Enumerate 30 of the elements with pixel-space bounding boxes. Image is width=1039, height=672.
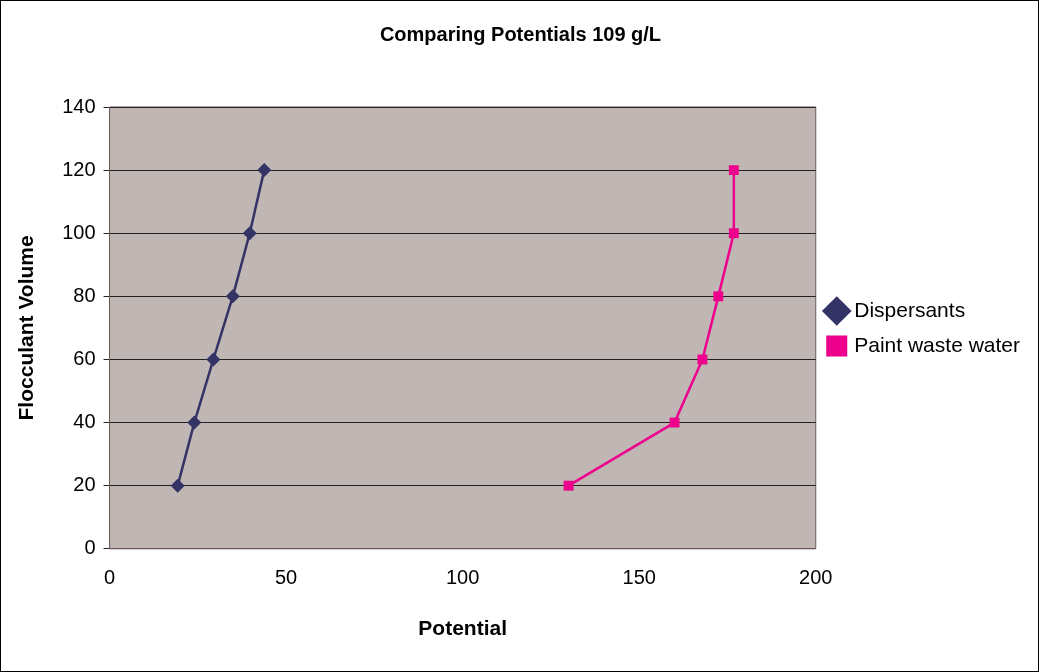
- y-tick-label: 0: [84, 536, 96, 559]
- point: [697, 354, 708, 365]
- x-tick-label: 150: [622, 566, 656, 589]
- point: [728, 165, 739, 176]
- y-tick-label: 100: [62, 220, 96, 243]
- y-axis-title: Flocculant Volume: [14, 235, 38, 421]
- y-tick-label: 80: [73, 283, 96, 306]
- legend-label: Paint waste water: [854, 332, 1021, 356]
- legend-label: Dispersants: [854, 297, 966, 321]
- point: [669, 417, 680, 428]
- x-tick-label: 0: [104, 566, 116, 589]
- x-tick-label: 100: [445, 566, 480, 589]
- point: [563, 480, 574, 491]
- point: [187, 415, 202, 430]
- point: [170, 478, 185, 493]
- x-tick-label: 50: [274, 566, 298, 589]
- point: [713, 291, 724, 302]
- point: [257, 163, 272, 178]
- y-tick-label: 60: [73, 346, 96, 369]
- y-tick-label: 140: [62, 94, 96, 117]
- x-tick-label: 200: [799, 566, 833, 589]
- point: [206, 352, 221, 367]
- point: [242, 226, 257, 241]
- y-tick-label: 40: [73, 410, 96, 433]
- y-tick-label: 20: [73, 473, 96, 496]
- y-tick-label: 120: [62, 157, 96, 180]
- x-axis-title: Potential: [418, 616, 508, 640]
- point: [728, 228, 739, 239]
- chart-title: Comparing Potentials 109 g/L: [379, 22, 662, 45]
- point: [225, 289, 240, 304]
